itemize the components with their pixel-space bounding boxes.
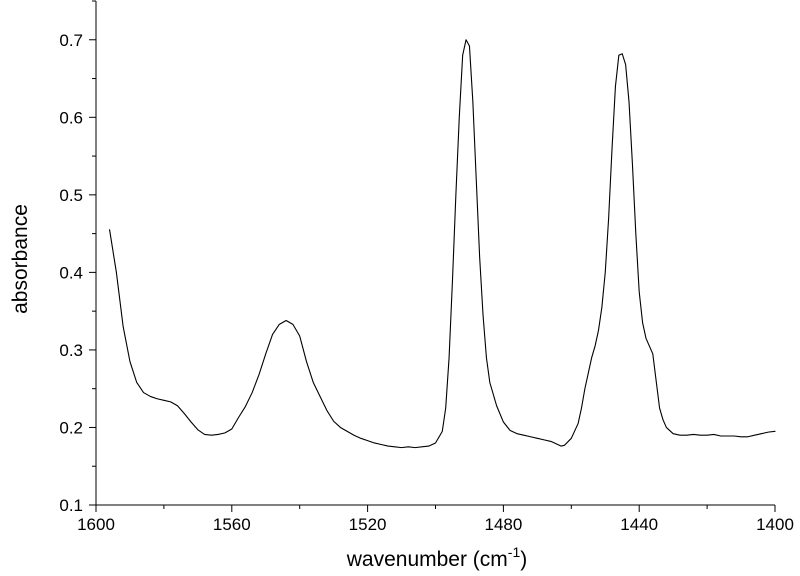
x-tick-label: 1440: [620, 515, 658, 534]
y-tick-label: 0.2: [59, 418, 83, 437]
y-tick-label: 0.5: [59, 186, 83, 205]
y-tick-label: 0.7: [59, 31, 83, 50]
ticks: 1600 1560 1520 1480 1440 1400 0.1 0.2 0.3 0.4 0.5 0…: [59, 0, 794, 534]
x-tick-label: 1600: [77, 515, 115, 534]
x-axis-title-main: wavenumber (cm: [346, 548, 508, 571]
x-axis-title: wavenumber (cm-1): [346, 544, 528, 571]
x-tick-label: 1520: [349, 515, 387, 534]
axis-titles: wavenumber (cm-1) absorbance: [9, 204, 527, 571]
y-tick-label: 0.6: [59, 108, 83, 127]
series-group: [109, 39, 776, 449]
y-tick-label: 0.1: [59, 496, 83, 515]
x-tick-label: 1400: [756, 515, 794, 534]
x-axis-title-superscript: -1: [508, 544, 521, 560]
x-tick-label: 1480: [484, 515, 522, 534]
y-tick-label: 0.3: [59, 341, 83, 360]
y-axis-title: absorbance: [9, 204, 32, 314]
y-tick-label: 0.4: [59, 263, 83, 282]
x-axis-title-suffix: ): [520, 548, 527, 571]
series-line: [109, 39, 776, 449]
x-tick-label: 1560: [213, 515, 251, 534]
